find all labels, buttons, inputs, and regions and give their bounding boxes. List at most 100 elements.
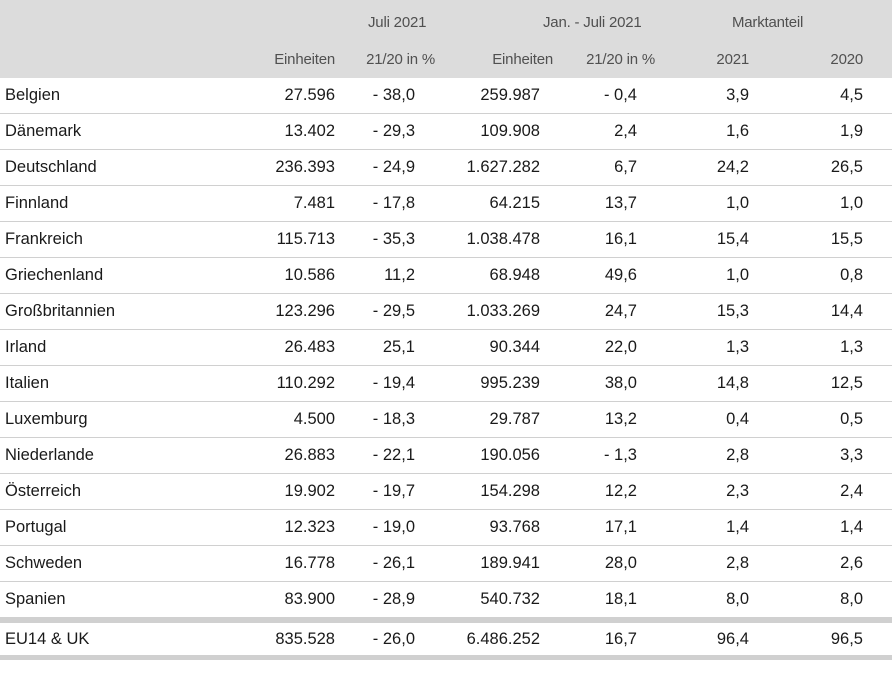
total-share-2020: 96,5: [830, 630, 863, 648]
total-units-juli: 835.528: [275, 630, 335, 648]
share-2020-cell: 14,4: [830, 302, 863, 320]
total-units-ytd: 6.486.252: [466, 630, 540, 648]
header-units-ytd: Einheiten: [492, 51, 553, 68]
units-juli-cell: 123.296: [275, 302, 335, 320]
total-row: EU14 & UK 835.528 - 26,0 6.486.252 16,7 …: [0, 618, 892, 660]
country-cell: Schweden: [5, 554, 83, 572]
country-cell: Belgien: [5, 86, 61, 104]
change-juli-cell: - 24,9: [372, 158, 415, 176]
share-2020-cell: 3,3: [840, 446, 863, 464]
change-ytd-cell: 28,0: [604, 554, 637, 572]
units-ytd-cell: 190.056: [480, 446, 540, 464]
units-juli-cell: 16.778: [284, 554, 335, 572]
change-ytd-cell: 22,0: [604, 338, 637, 356]
share-2021-cell: 8,0: [726, 590, 749, 608]
change-juli-cell: - 29,3: [372, 122, 415, 140]
share-2020-cell: 2,6: [840, 554, 863, 572]
table-row: Großbritannien 123.296 - 29,5 1.033.269 24,7…: [0, 294, 892, 330]
share-2020-cell: 12,5: [830, 374, 863, 392]
change-ytd-cell: 49,6: [604, 266, 637, 284]
units-ytd-cell: 29.787: [489, 410, 540, 428]
units-ytd-cell: 259.987: [480, 86, 540, 104]
share-2020-cell: 0,5: [840, 410, 863, 428]
header-group-marktanteil: Marktanteil: [732, 14, 804, 31]
share-2021-cell: 1,0: [726, 194, 749, 212]
share-2021-cell: 15,4: [716, 230, 749, 248]
share-2020-cell: 15,5: [830, 230, 863, 248]
country-cell: Finnland: [5, 194, 69, 212]
units-ytd-cell: 93.768: [489, 518, 540, 536]
registrations-table: Juli 2021 Jan. - Juli 2021 Marktanteil E…: [0, 0, 892, 660]
share-2020-cell: 0,8: [840, 266, 863, 284]
change-juli-cell: - 19,0: [372, 518, 415, 536]
change-ytd-cell: - 1,3: [603, 446, 637, 464]
change-ytd-cell: 13,7: [604, 194, 637, 212]
country-cell: Griechenland: [5, 266, 104, 284]
units-juli-cell: 10.586: [284, 266, 335, 284]
table-row: Griechenland 10.586 11,2 68.948 49,6 1,0 0,8: [0, 258, 892, 294]
share-2021-cell: 1,3: [726, 338, 749, 356]
country-cell: Irland: [5, 338, 47, 356]
change-juli-cell: - 29,5: [372, 302, 415, 320]
units-juli-cell: 83.900: [284, 590, 335, 608]
table-body: Belgien 27.596 - 38,0 259.987 - 0,4 3,9 4,5 Dän…: [0, 78, 892, 618]
share-2020-cell: 8,0: [840, 590, 863, 608]
change-ytd-cell: 2,4: [614, 122, 637, 140]
share-2020-cell: 1,4: [840, 518, 863, 536]
units-ytd-cell: 540.732: [480, 590, 540, 608]
change-juli-cell: 11,2: [384, 266, 415, 284]
change-juli-cell: - 19,4: [372, 374, 415, 392]
header-share-2021: 2021: [716, 51, 749, 68]
units-juli-cell: 236.393: [275, 158, 335, 176]
header-units-juli: Einheiten: [274, 51, 335, 68]
change-juli-cell: - 22,1: [372, 446, 415, 464]
change-juli-cell: - 17,8: [372, 194, 415, 212]
table-row: Irland 26.483 25,1 90.344 22,0 1,3 1,3: [0, 330, 892, 366]
table-row: Spanien 83.900 - 28,9 540.732 18,1 8,0 8,0: [0, 582, 892, 618]
header-group-jan-juli-2021: Jan. - Juli 2021: [543, 14, 642, 31]
table-row: Luxemburg 4.500 - 18,3 29.787 13,2 0,4 0,5: [0, 402, 892, 438]
share-2021-cell: 15,3: [716, 302, 749, 320]
change-juli-cell: 25,1: [382, 338, 415, 356]
units-juli-cell: 26.883: [284, 446, 335, 464]
change-ytd-cell: 13,2: [604, 410, 637, 428]
total-change-ytd: 16,7: [604, 630, 637, 648]
change-juli-cell: - 26,1: [372, 554, 415, 572]
change-ytd-cell: 12,2: [604, 482, 637, 500]
share-2020-cell: 1,0: [840, 194, 863, 212]
change-ytd-cell: 38,0: [604, 374, 637, 392]
share-2021-cell: 2,8: [726, 554, 749, 572]
units-ytd-cell: 1.627.282: [466, 158, 540, 176]
share-2021-cell: 1,0: [726, 266, 749, 284]
units-ytd-cell: 995.239: [480, 374, 540, 392]
table-header: Juli 2021 Jan. - Juli 2021 Marktanteil E…: [0, 0, 892, 78]
units-juli-cell: 12.323: [284, 518, 335, 536]
share-2021-cell: 1,4: [726, 518, 749, 536]
country-cell: Deutschland: [5, 158, 97, 176]
table-row: Finnland 7.481 - 17,8 64.215 13,7 1,0 1,0: [0, 186, 892, 222]
units-ytd-cell: 1.038.478: [466, 230, 540, 248]
change-juli-cell: - 19,7: [372, 482, 415, 500]
total-change-juli: - 26,0: [372, 630, 415, 648]
change-ytd-cell: 18,1: [604, 590, 637, 608]
country-cell: Italien: [5, 374, 50, 392]
header-share-2020: 2020: [830, 51, 863, 68]
table-row: Niederlande 26.883 - 22,1 190.056 - 1,3 2,8 3,…: [0, 438, 892, 474]
header-group-juli-2021: Juli 2021: [368, 14, 427, 31]
share-2021-cell: 14,8: [716, 374, 749, 392]
units-juli-cell: 26.483: [284, 338, 335, 356]
table-row: Portugal 12.323 - 19,0 93.768 17,1 1,4 1,4: [0, 510, 892, 546]
share-2020-cell: 4,5: [840, 86, 863, 104]
country-cell: Spanien: [5, 590, 66, 608]
change-ytd-cell: - 0,4: [603, 86, 637, 104]
country-cell: Portugal: [5, 518, 67, 536]
change-juli-cell: - 35,3: [372, 230, 415, 248]
change-ytd-cell: 24,7: [604, 302, 637, 320]
change-juli-cell: - 28,9: [372, 590, 415, 608]
header-change-ytd: 21/20 in %: [586, 51, 655, 68]
units-ytd-cell: 64.215: [489, 194, 540, 212]
country-cell: Niederlande: [5, 446, 94, 464]
units-ytd-cell: 1.033.269: [466, 302, 540, 320]
table-row: Schweden 16.778 - 26,1 189.941 28,0 2,8 2,6: [0, 546, 892, 582]
total-country: EU14 & UK: [5, 630, 90, 648]
